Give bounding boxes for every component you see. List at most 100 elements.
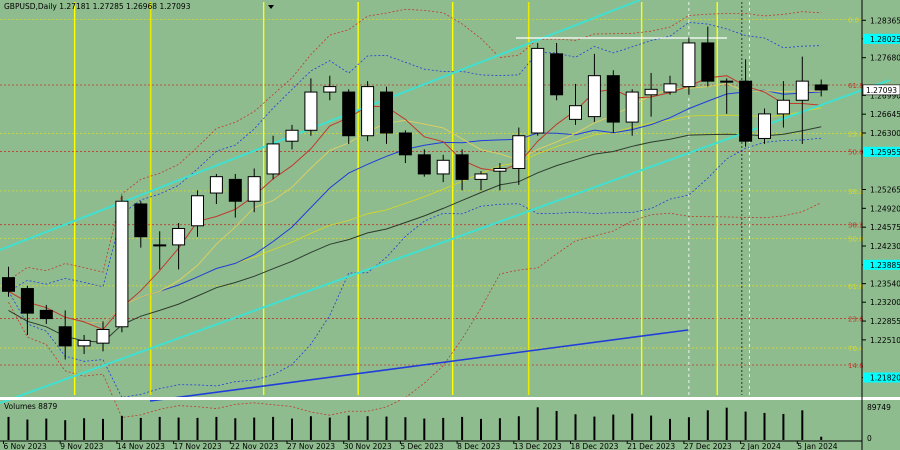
candle-body[interactable] — [493, 167, 507, 172]
candle-body[interactable] — [739, 80, 753, 142]
candle-body[interactable] — [417, 154, 431, 175]
fib-label: 14.6 — [848, 362, 864, 370]
fib-label: 0.0 — [848, 16, 859, 24]
panel-separator[interactable] — [0, 397, 900, 400]
price-tick-label: 1.23540 — [870, 280, 900, 289]
candle-body[interactable] — [361, 86, 375, 137]
fibonacci-levels: 0.0 61.8 23.6 50.0 38.2 38.2 50.0 61.8 23.6 76.4 1… — [0, 16, 864, 370]
time-tick-label: 27 Nov 2023 — [287, 442, 335, 450]
price-tick-label: 1.28365 — [870, 16, 900, 25]
indicator-lines — [8, 8, 822, 418]
price-tick-label: 1.24230 — [870, 242, 900, 251]
candle-body[interactable] — [266, 143, 280, 175]
candle-body[interactable] — [720, 80, 734, 83]
price-tick-label: 1.24575 — [870, 223, 900, 232]
price-tick-label: 1.23200 — [870, 298, 900, 307]
session-lines — [73, 2, 750, 395]
time-tick-label: 21 Dec 2023 — [627, 442, 675, 450]
ma-5 — [8, 75, 822, 331]
volume-zero-label: 0 — [867, 434, 872, 443]
candle-body[interactable] — [228, 178, 242, 202]
candle-body[interactable] — [758, 113, 771, 139]
candles[interactable] — [2, 26, 828, 360]
time-axis: 6 Nov 2023 9 Nov 2023 14 Nov 2023 17 Nov 20… — [0, 440, 862, 450]
fib-label: 38.2 — [848, 222, 864, 230]
fib-label: 61.8 — [848, 283, 864, 291]
candle-body[interactable] — [285, 129, 299, 142]
candle-body[interactable] — [436, 159, 450, 175]
candle-body[interactable] — [58, 326, 72, 347]
outer-lower-band — [8, 202, 822, 418]
collapse-arrow-icon[interactable] — [268, 5, 274, 9]
fib-label: 76.4 — [848, 345, 864, 353]
volume-bars — [7, 407, 823, 440]
ma-50 — [8, 126, 822, 343]
candle-body[interactable] — [512, 135, 526, 169]
candle-body[interactable] — [20, 288, 34, 314]
candle-body[interactable] — [569, 105, 582, 120]
candle-body[interactable] — [682, 42, 696, 88]
time-tick-label: 14 Nov 2023 — [117, 442, 165, 450]
candle-body[interactable] — [96, 329, 110, 344]
candle-body[interactable] — [606, 75, 620, 123]
time-tick-label: 8 Dec 2023 — [457, 442, 500, 450]
candle-body[interactable] — [644, 88, 658, 96]
candle-body[interactable] — [115, 200, 129, 328]
time-tick-label: 2 Jan 2024 — [741, 442, 781, 450]
candle-body[interactable] — [39, 309, 53, 320]
time-tick-label: 9 Nov 2023 — [60, 442, 103, 450]
candle-body[interactable] — [134, 203, 148, 238]
candle-body[interactable] — [625, 91, 639, 123]
candle-body[interactable] — [398, 132, 412, 156]
price-highlight — [863, 259, 900, 270]
candle-body[interactable] — [587, 75, 601, 118]
candle-body[interactable] — [153, 244, 167, 247]
price-tick-label: 1.28025 — [870, 35, 900, 44]
price-axis: 1.28365 1.28025 1.27680 1.26990 1.26645 1.263… — [861, 0, 900, 450]
candle-body[interactable] — [455, 154, 469, 180]
candle-body[interactable] — [474, 173, 488, 180]
candle-body[interactable] — [814, 84, 828, 91]
candle-body[interactable] — [191, 195, 204, 227]
candle-body[interactable] — [380, 91, 393, 134]
time-tick-label: 6 Nov 2023 — [4, 442, 47, 450]
candle-body[interactable] — [663, 83, 677, 93]
ma-8 — [8, 83, 822, 324]
candle-body[interactable] — [550, 53, 564, 96]
candle-body[interactable] — [209, 176, 223, 194]
candle-body[interactable] — [77, 339, 91, 347]
price-tick-label: 1.22855 — [870, 317, 900, 326]
candle-body[interactable] — [795, 80, 809, 101]
current-price-label: 1.27093 — [866, 86, 897, 95]
candle-body[interactable] — [701, 42, 715, 82]
price-tick-label: 1.27680 — [870, 54, 900, 63]
candle-body[interactable] — [2, 277, 15, 292]
fib-label: 50.0 — [848, 235, 864, 243]
time-tick-label: 18 Dec 2023 — [571, 442, 619, 450]
candle-body[interactable] — [172, 228, 186, 246]
candle-body[interactable] — [323, 86, 337, 93]
volume-max-label: 89749 — [867, 403, 891, 412]
price-highlight — [863, 146, 900, 157]
price-tick-label: 1.26300 — [870, 129, 900, 138]
candle-body[interactable] — [247, 176, 261, 202]
price-tick-label: 1.25955 — [870, 148, 900, 157]
price-tick-label: 1.22510 — [870, 336, 900, 345]
time-tick-label: 5 Jan 2024 — [797, 442, 837, 450]
channel-upper-line — [0, 0, 641, 251]
candle-body[interactable] — [776, 99, 790, 115]
price-highlight — [863, 33, 900, 44]
candle-body[interactable] — [304, 91, 318, 131]
trend-line — [149, 329, 689, 402]
upper-band — [8, 21, 822, 292]
candle-body[interactable] — [342, 91, 356, 137]
price-tick-label: 1.26990 — [870, 91, 900, 100]
fib-label: 50.0 — [848, 149, 864, 157]
price-tick-label: 1.24920 — [870, 204, 900, 213]
fib-label: 23.6 — [848, 131, 864, 139]
time-tick-label: 13 Dec 2023 — [514, 442, 562, 450]
time-tick-label: 27 Dec 2023 — [684, 442, 732, 450]
time-tick-label: 17 Nov 2023 — [174, 442, 222, 450]
candle-body[interactable] — [531, 47, 545, 134]
